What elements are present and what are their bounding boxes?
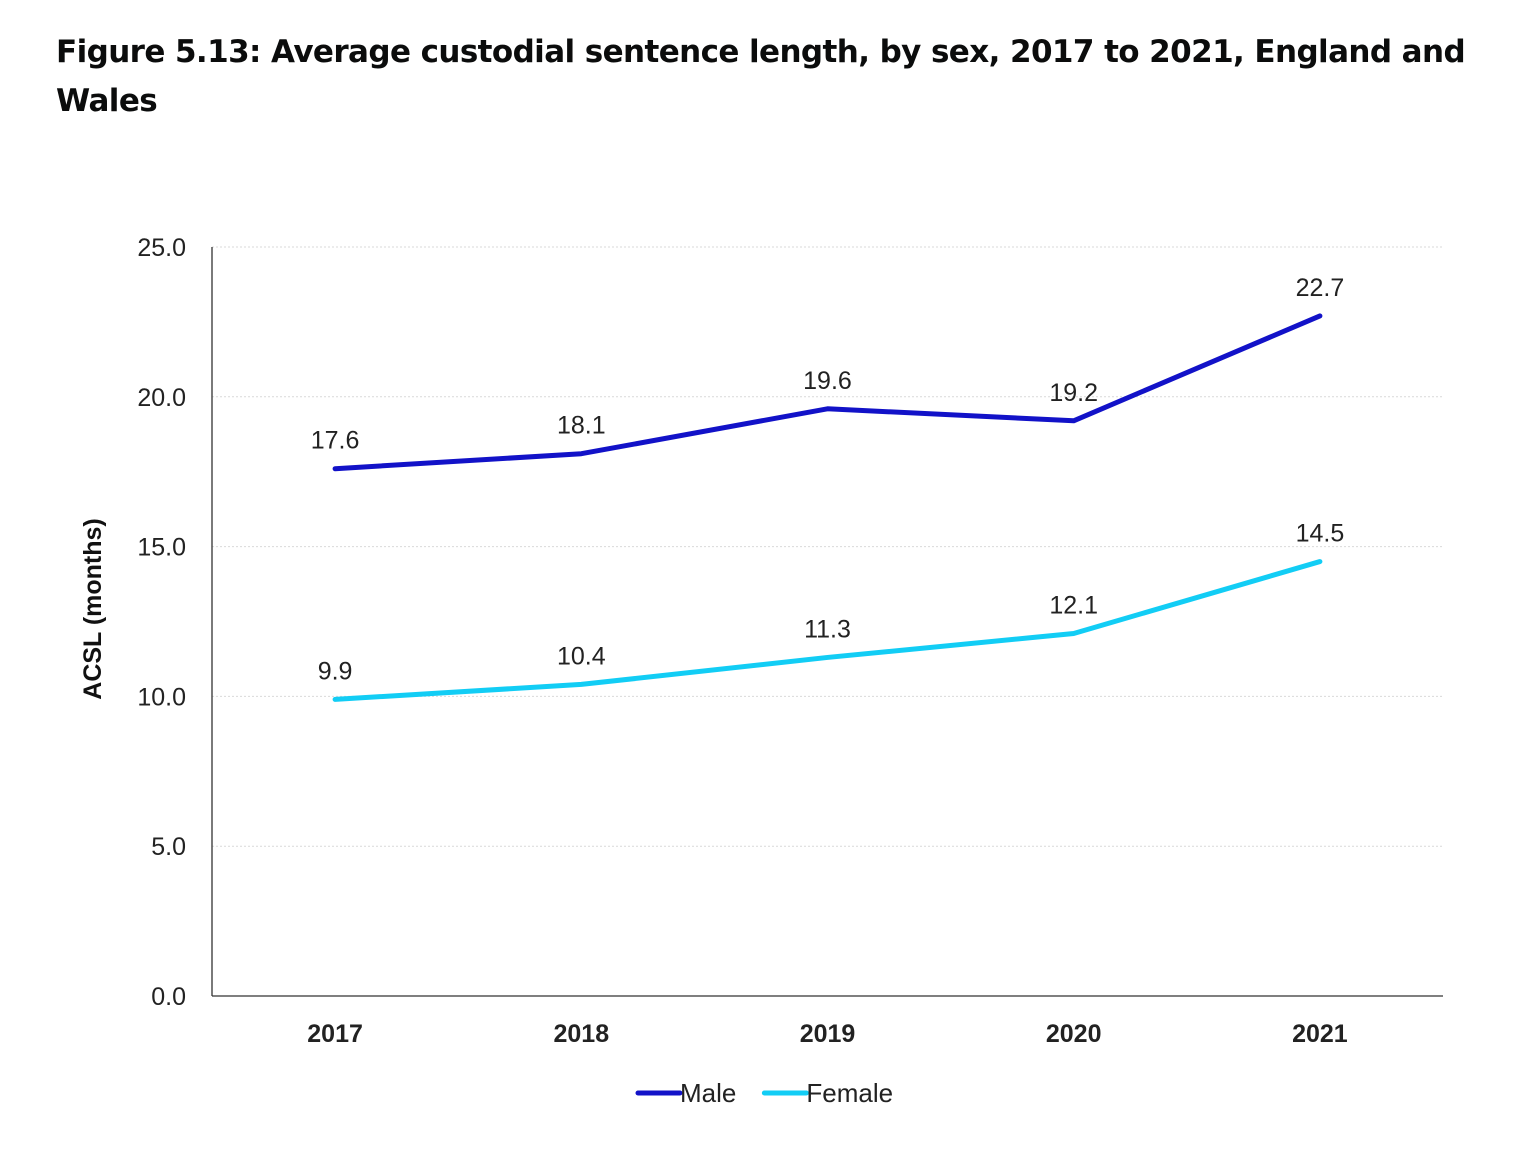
data-label: 17.6	[311, 427, 360, 455]
data-label: 9.9	[318, 657, 353, 685]
x-tick-label: 2018	[553, 1020, 609, 1048]
chart-title: Figure 5.13: Average custodial sentence …	[56, 34, 1466, 119]
data-label: 19.6	[803, 367, 852, 395]
data-label: 11.3	[804, 615, 851, 643]
y-tick-label: 20.0	[137, 384, 186, 412]
series-line-male	[332, 313, 1323, 472]
x-tick-label: 2021	[1292, 1020, 1348, 1048]
x-tick-label: 2019	[800, 1020, 856, 1048]
data-label: 19.2	[1049, 379, 1098, 407]
y-tick-label: 0.0	[151, 983, 186, 1011]
legend-label-male: Male	[680, 1078, 736, 1108]
data-label: 10.4	[557, 642, 606, 670]
y-tick-label: 25.0	[137, 234, 186, 262]
y-tick-label: 15.0	[137, 534, 186, 562]
x-tick-label: 2020	[1046, 1020, 1102, 1048]
data-label: 14.5	[1296, 520, 1345, 548]
y-tick-label: 10.0	[137, 683, 186, 711]
data-label: 22.7	[1296, 274, 1345, 302]
data-label: 12.1	[1049, 591, 1098, 619]
y-axis-label: ACSL (months)	[79, 518, 107, 699]
y-tick-label: 5.0	[151, 833, 186, 861]
series-line-female	[332, 559, 1323, 702]
data-label: 18.1	[557, 412, 606, 440]
legend-label-female: Female	[806, 1078, 893, 1108]
x-tick-label: 2017	[307, 1020, 363, 1048]
